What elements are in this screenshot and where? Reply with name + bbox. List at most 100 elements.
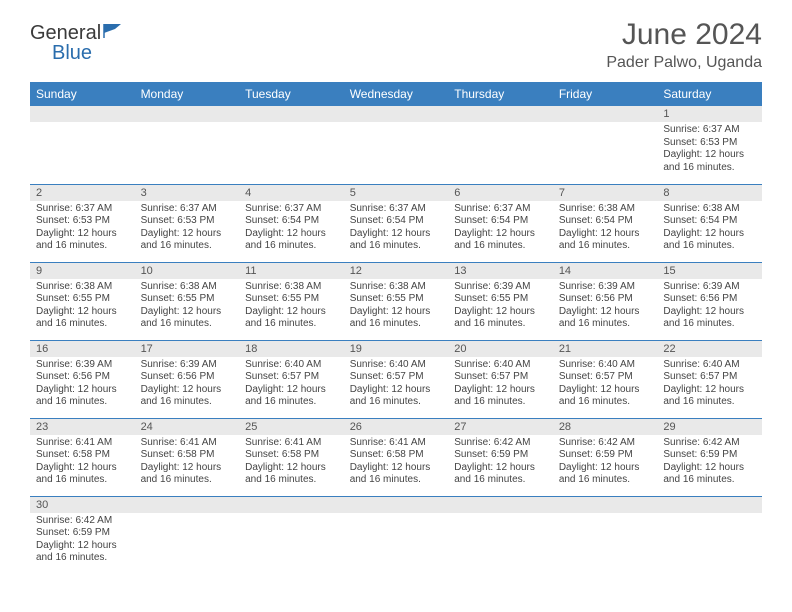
- calendar-day-cell: 22Sunrise: 6:40 AMSunset: 6:57 PMDayligh…: [657, 340, 762, 418]
- sunset-text: Sunset: 6:59 PM: [559, 449, 652, 462]
- sunset-text: Sunset: 6:56 PM: [141, 371, 234, 384]
- weekday-header: Friday: [553, 82, 658, 106]
- daylight-text: Daylight: 12 hours and 16 minutes.: [663, 384, 756, 409]
- day-content: Sunrise: 6:42 AMSunset: 6:59 PMDaylight:…: [448, 435, 553, 491]
- day-content: Sunrise: 6:41 AMSunset: 6:58 PMDaylight:…: [344, 435, 449, 491]
- sunset-text: Sunset: 6:55 PM: [36, 293, 129, 306]
- sunrise-text: Sunrise: 6:38 AM: [350, 281, 443, 294]
- daylight-text: Daylight: 12 hours and 16 minutes.: [36, 306, 129, 331]
- daylight-text: Daylight: 12 hours and 16 minutes.: [663, 149, 756, 174]
- daylight-text: Daylight: 12 hours and 16 minutes.: [454, 384, 547, 409]
- sunset-text: Sunset: 6:57 PM: [245, 371, 338, 384]
- daylight-text: Daylight: 12 hours and 16 minutes.: [245, 462, 338, 487]
- calendar-day-cell: 20Sunrise: 6:40 AMSunset: 6:57 PMDayligh…: [448, 340, 553, 418]
- day-content: Sunrise: 6:40 AMSunset: 6:57 PMDaylight:…: [553, 357, 658, 413]
- day-content: Sunrise: 6:37 AMSunset: 6:54 PMDaylight:…: [344, 201, 449, 257]
- daylight-text: Daylight: 12 hours and 16 minutes.: [663, 228, 756, 253]
- day-number: 13: [448, 263, 553, 279]
- day-number: 4: [239, 185, 344, 201]
- day-content: Sunrise: 6:41 AMSunset: 6:58 PMDaylight:…: [135, 435, 240, 491]
- day-number: 28: [553, 419, 658, 435]
- daylight-text: Daylight: 12 hours and 16 minutes.: [36, 462, 129, 487]
- weekday-header: Monday: [135, 82, 240, 106]
- day-number: 14: [553, 263, 658, 279]
- day-number: 9: [30, 263, 135, 279]
- day-number: 24: [135, 419, 240, 435]
- sunrise-text: Sunrise: 6:37 AM: [350, 203, 443, 216]
- day-content: Sunrise: 6:38 AMSunset: 6:54 PMDaylight:…: [553, 201, 658, 257]
- sunset-text: Sunset: 6:57 PM: [350, 371, 443, 384]
- day-content: Sunrise: 6:40 AMSunset: 6:57 PMDaylight:…: [448, 357, 553, 413]
- day-content: Sunrise: 6:39 AMSunset: 6:56 PMDaylight:…: [30, 357, 135, 413]
- calendar-week-row: 16Sunrise: 6:39 AMSunset: 6:56 PMDayligh…: [30, 340, 762, 418]
- day-content: Sunrise: 6:38 AMSunset: 6:55 PMDaylight:…: [135, 279, 240, 335]
- calendar-day-cell: 30Sunrise: 6:42 AMSunset: 6:59 PMDayligh…: [30, 496, 135, 574]
- sunset-text: Sunset: 6:58 PM: [245, 449, 338, 462]
- calendar-day-cell: 10Sunrise: 6:38 AMSunset: 6:55 PMDayligh…: [135, 262, 240, 340]
- weekday-header: Thursday: [448, 82, 553, 106]
- calendar-day-cell: 21Sunrise: 6:40 AMSunset: 6:57 PMDayligh…: [553, 340, 658, 418]
- calendar-day-cell: [344, 106, 449, 184]
- daylight-text: Daylight: 12 hours and 16 minutes.: [663, 306, 756, 331]
- daylight-text: Daylight: 12 hours and 16 minutes.: [559, 228, 652, 253]
- calendar-day-cell: 9Sunrise: 6:38 AMSunset: 6:55 PMDaylight…: [30, 262, 135, 340]
- sunrise-text: Sunrise: 6:40 AM: [663, 359, 756, 372]
- calendar-day-cell: 3Sunrise: 6:37 AMSunset: 6:53 PMDaylight…: [135, 184, 240, 262]
- day-number: [448, 106, 553, 122]
- daylight-text: Daylight: 12 hours and 16 minutes.: [350, 462, 443, 487]
- day-content: Sunrise: 6:39 AMSunset: 6:56 PMDaylight:…: [135, 357, 240, 413]
- day-number: [344, 497, 449, 513]
- day-number: 16: [30, 341, 135, 357]
- calendar-day-cell: 24Sunrise: 6:41 AMSunset: 6:58 PMDayligh…: [135, 418, 240, 496]
- calendar-day-cell: [657, 496, 762, 574]
- day-content: Sunrise: 6:37 AMSunset: 6:54 PMDaylight:…: [448, 201, 553, 257]
- sunset-text: Sunset: 6:55 PM: [454, 293, 547, 306]
- day-content: Sunrise: 6:42 AMSunset: 6:59 PMDaylight:…: [553, 435, 658, 491]
- sunrise-text: Sunrise: 6:38 AM: [141, 281, 234, 294]
- calendar-day-cell: 15Sunrise: 6:39 AMSunset: 6:56 PMDayligh…: [657, 262, 762, 340]
- flag-icon: [103, 23, 125, 44]
- calendar-day-cell: 23Sunrise: 6:41 AMSunset: 6:58 PMDayligh…: [30, 418, 135, 496]
- day-content: Sunrise: 6:38 AMSunset: 6:55 PMDaylight:…: [344, 279, 449, 335]
- calendar-day-cell: [239, 106, 344, 184]
- weekday-header: Saturday: [657, 82, 762, 106]
- sunset-text: Sunset: 6:55 PM: [350, 293, 443, 306]
- day-number: 30: [30, 497, 135, 513]
- day-content: Sunrise: 6:38 AMSunset: 6:55 PMDaylight:…: [239, 279, 344, 335]
- sunset-text: Sunset: 6:57 PM: [663, 371, 756, 384]
- day-content: Sunrise: 6:40 AMSunset: 6:57 PMDaylight:…: [657, 357, 762, 413]
- daylight-text: Daylight: 12 hours and 16 minutes.: [559, 384, 652, 409]
- day-content: Sunrise: 6:38 AMSunset: 6:55 PMDaylight:…: [30, 279, 135, 335]
- day-content: Sunrise: 6:37 AMSunset: 6:54 PMDaylight:…: [239, 201, 344, 257]
- sunrise-text: Sunrise: 6:41 AM: [350, 437, 443, 450]
- calendar-day-cell: 29Sunrise: 6:42 AMSunset: 6:59 PMDayligh…: [657, 418, 762, 496]
- sunrise-text: Sunrise: 6:38 AM: [663, 203, 756, 216]
- calendar-day-cell: [30, 106, 135, 184]
- calendar-day-cell: 17Sunrise: 6:39 AMSunset: 6:56 PMDayligh…: [135, 340, 240, 418]
- calendar-day-cell: 19Sunrise: 6:40 AMSunset: 6:57 PMDayligh…: [344, 340, 449, 418]
- daylight-text: Daylight: 12 hours and 16 minutes.: [245, 306, 338, 331]
- day-content: Sunrise: 6:37 AMSunset: 6:53 PMDaylight:…: [135, 201, 240, 257]
- daylight-text: Daylight: 12 hours and 16 minutes.: [559, 306, 652, 331]
- sunrise-text: Sunrise: 6:40 AM: [559, 359, 652, 372]
- day-content: Sunrise: 6:39 AMSunset: 6:55 PMDaylight:…: [448, 279, 553, 335]
- sunset-text: Sunset: 6:58 PM: [36, 449, 129, 462]
- daylight-text: Daylight: 12 hours and 16 minutes.: [245, 384, 338, 409]
- sunrise-text: Sunrise: 6:40 AM: [350, 359, 443, 372]
- day-content: Sunrise: 6:39 AMSunset: 6:56 PMDaylight:…: [553, 279, 658, 335]
- calendar-day-cell: 11Sunrise: 6:38 AMSunset: 6:55 PMDayligh…: [239, 262, 344, 340]
- sunset-text: Sunset: 6:57 PM: [454, 371, 547, 384]
- sunrise-text: Sunrise: 6:38 AM: [245, 281, 338, 294]
- calendar-day-cell: 5Sunrise: 6:37 AMSunset: 6:54 PMDaylight…: [344, 184, 449, 262]
- day-number: 2: [30, 185, 135, 201]
- daylight-text: Daylight: 12 hours and 16 minutes.: [36, 384, 129, 409]
- weekday-header: Wednesday: [344, 82, 449, 106]
- sunset-text: Sunset: 6:56 PM: [559, 293, 652, 306]
- day-number: 7: [553, 185, 658, 201]
- calendar-day-cell: [553, 106, 658, 184]
- day-content: Sunrise: 6:37 AMSunset: 6:53 PMDaylight:…: [30, 201, 135, 257]
- day-content: Sunrise: 6:41 AMSunset: 6:58 PMDaylight:…: [30, 435, 135, 491]
- daylight-text: Daylight: 12 hours and 16 minutes.: [245, 228, 338, 253]
- calendar-day-cell: [344, 496, 449, 574]
- day-number: 19: [344, 341, 449, 357]
